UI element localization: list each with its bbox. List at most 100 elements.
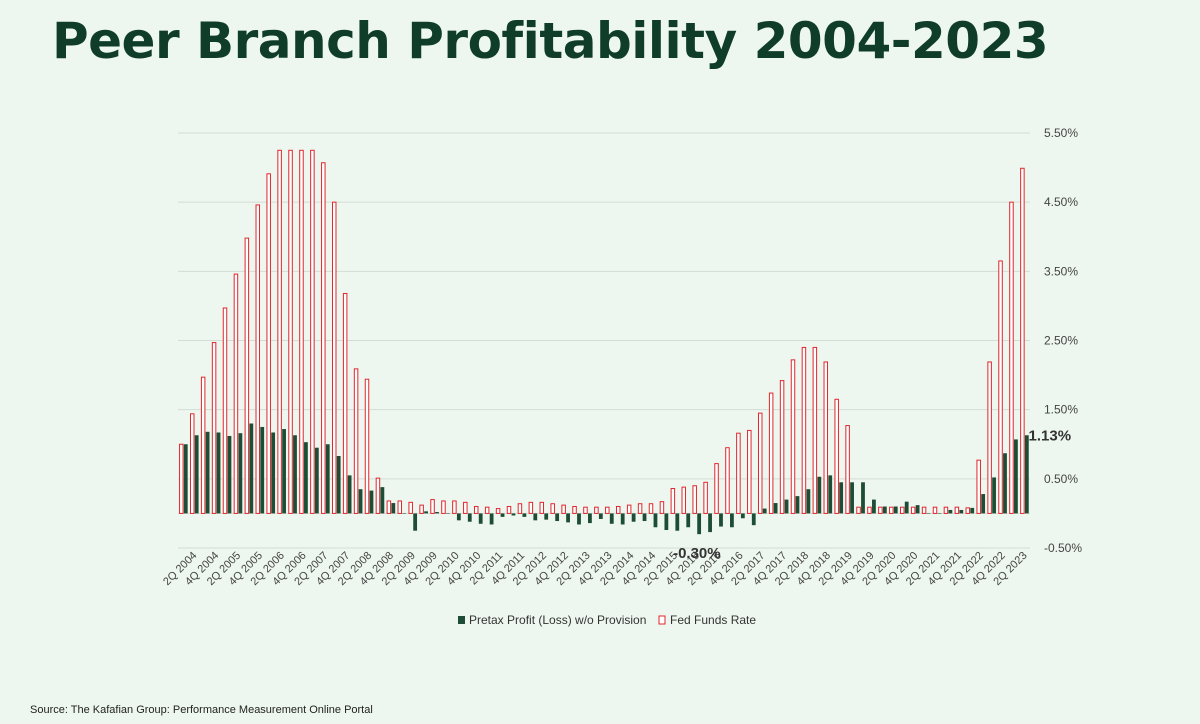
pretax-profit-bar [948,509,953,514]
pretax-profit-bar [926,513,931,514]
fed-funds-bar [419,504,424,514]
fed-funds-bar [222,307,228,514]
source-note: Source: The Kafafian Group: Performance … [30,704,373,716]
pretax-profit-bar [566,513,570,523]
pretax-profit-bar [817,476,822,514]
pretax-profit-bar [642,513,647,522]
fed-funds-bar [441,500,446,514]
pretax-profit-bar [850,482,854,514]
fed-funds-bar [583,506,588,514]
fed-funds-bar [211,342,217,514]
y-tick-label: 1.50% [1044,403,1078,417]
pretax-profit-bar [730,513,734,528]
pretax-profit-bar [358,489,363,514]
pretax-profit-bar [784,499,789,514]
fed-funds-bar [375,477,381,514]
fed-funds-bar [386,500,392,514]
fed-funds-bar [615,506,621,514]
pretax-profit-bar [533,513,538,521]
legend: Pretax Profit (Loss) w/o Provision Fed Fu… [458,613,756,627]
fed-funds-bar [572,506,577,514]
fed-funds-bar [714,463,719,514]
pretax-profit-bar [904,501,909,514]
fed-funds-bar [561,504,566,514]
fed-funds-bar [430,499,435,514]
pretax-profit-bar [697,513,702,535]
fed-funds-bar [266,173,271,514]
pretax-profit-bar [271,432,276,514]
legend-swatch-fed-funds [658,615,666,625]
fed-funds-bar [331,201,337,514]
pretax-profit-bar [282,429,286,514]
pretax-profit-bar [216,432,221,514]
gridlines [178,132,1030,549]
pretax-profit-bar [304,442,308,514]
fed-funds-bar [736,432,741,514]
bars [179,149,1029,535]
fed-funds-bar [605,506,610,514]
pretax-profit-bar [577,513,581,525]
pretax-profit-bar [227,435,232,514]
fed-funds-bar [747,429,752,514]
fed-funds-bar [867,506,872,514]
pretax-profit-bar [205,431,210,514]
fed-funds-bar [878,506,883,514]
pretax-profit-bar [293,435,297,514]
fed-funds-bar [463,501,468,514]
pretax-profit-bar [686,513,691,528]
pretax-profit-bar [893,506,898,514]
fed-funds-bar [1009,201,1014,514]
fed-funds-bar [757,412,763,514]
y-tick-label: 5.50% [1044,126,1078,140]
pretax-profit-bar [511,513,516,516]
pretax-profit-bar [719,513,723,527]
annotations: -0.30% 1.13% [673,427,1071,562]
pretax-profit-bar [183,444,188,514]
data-label: 1.13% [1029,427,1072,444]
fed-funds-bar [976,459,981,514]
fed-funds-bar [954,506,960,514]
pretax-profit-bar [1014,439,1018,514]
fed-funds-bar [473,506,479,514]
legend-label-fed-funds: Fed Funds Rate [670,613,756,627]
fed-funds-bar [779,380,785,514]
pretax-profit-bar [653,513,658,528]
fed-funds-bar [364,378,370,514]
fed-funds-bar [768,392,774,514]
legend-label-pretax-profit: Pretax Profit (Loss) w/o Provision [469,613,646,627]
fed-funds-bar [244,237,250,514]
data-label: -0.30% [673,545,721,562]
pretax-profit-bar [631,513,636,522]
pretax-profit-bar [314,447,319,514]
pretax-profit-bar [588,513,592,524]
pretax-profit-bar [675,513,680,531]
fed-funds-bar [233,273,239,514]
fed-funds-bar [342,292,348,514]
pretax-profit-bar [839,482,844,514]
fed-funds-bar [277,149,282,514]
y-tick-label: 2.50% [1044,334,1078,348]
pretax-profit-bar [1024,435,1029,514]
pretax-profit-bar [795,496,800,514]
fed-funds-bar [659,501,665,514]
pretax-profit-bar [478,513,483,524]
fed-funds-bar [681,486,687,514]
pretax-profit-bar [249,423,254,514]
pretax-profit-bar [828,475,833,514]
fed-funds-bar [998,260,1003,514]
fed-funds-bar [856,506,861,514]
fed-funds-bar [528,501,534,514]
pretax-profit-bar [751,513,756,526]
fed-funds-bar [987,361,992,514]
y-tick-label: -0.50% [1044,541,1082,555]
pretax-profit-bar [762,508,767,514]
pretax-profit-bar [325,444,330,514]
pretax-profit-bar [391,503,396,514]
fed-funds-bar [965,507,971,514]
pretax-profit-bar [336,456,341,514]
fed-funds-bar [200,376,206,514]
y-tick-label: 3.50% [1044,264,1078,278]
pretax-profit-bar [915,505,920,514]
fed-funds-bar [943,506,949,514]
